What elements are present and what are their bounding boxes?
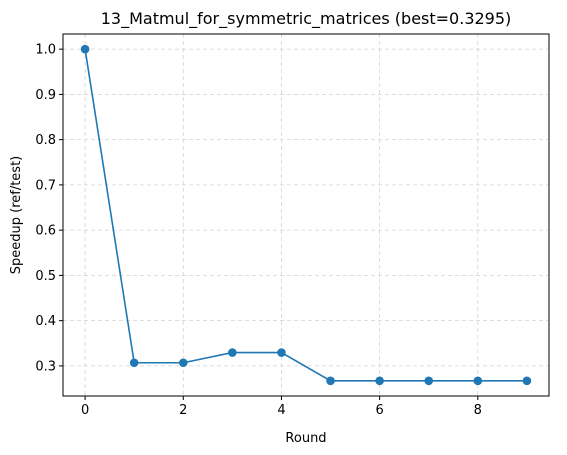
tick-group: 0 2 4 6 8 0.3 0.4 0.5 0.6 0.7 0.8 0.9 1.0 [35, 43, 482, 418]
y-axis-label: Speedup (ref/test) [9, 156, 24, 275]
plot-frame [62, 33, 550, 397]
y-tick-label: 0.5 [35, 269, 56, 284]
chart-title: 13_Matmul_for_symmetric_matrices (best=0… [101, 9, 512, 29]
series-line [84, 49, 527, 382]
y-tick-label: 0.9 [35, 88, 56, 103]
x-tick-label: 4 [277, 403, 285, 418]
y-tick-label: 0.4 [35, 314, 56, 329]
y-tick-label: 0.3 [35, 359, 56, 374]
data-point [424, 376, 434, 386]
series-group [80, 44, 532, 386]
data-point [522, 376, 532, 386]
x-tick-label: 2 [179, 403, 187, 418]
x-axis-label: Round [285, 431, 326, 446]
data-point [326, 376, 335, 386]
data-point [375, 376, 384, 386]
data-point [473, 376, 483, 386]
y-tick-label: 0.7 [35, 178, 56, 193]
y-tick-label: 0.6 [35, 224, 56, 239]
data-point [80, 44, 90, 54]
y-tick-label: 0.8 [35, 133, 56, 148]
x-tick-label: 8 [474, 403, 482, 418]
data-point [277, 348, 286, 357]
x-tick-label: 6 [375, 403, 383, 418]
data-point [129, 358, 139, 368]
grid [63, 34, 549, 396]
data-point [178, 358, 188, 368]
data-point [228, 348, 237, 357]
y-tick-label: 1.0 [35, 43, 56, 58]
x-tick-label: 0 [81, 403, 89, 418]
